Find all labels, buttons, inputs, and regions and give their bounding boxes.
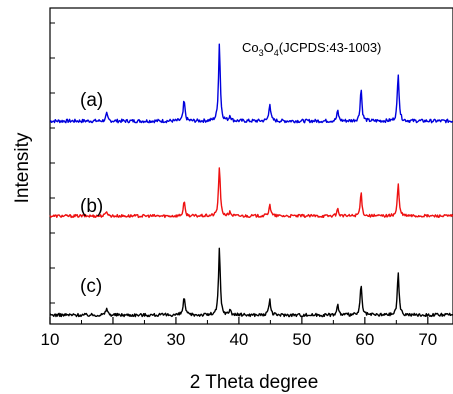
series-line-b xyxy=(49,167,453,219)
series-label-a: (a) xyxy=(80,90,103,111)
plot-frame xyxy=(49,7,453,325)
annotation-ref: (JCPDS:43-1003) xyxy=(279,40,382,55)
annotation-mid: O xyxy=(264,40,274,55)
series-label-b: (b) xyxy=(80,196,103,217)
series-label-c: (c) xyxy=(80,276,102,297)
x-tick-label: 70 xyxy=(418,330,437,349)
x-tick-label: 20 xyxy=(104,330,123,349)
x-tick-label: 30 xyxy=(166,330,185,349)
series-group: (a) (b) (c) xyxy=(49,43,453,318)
phase-annotation: Co3O4(JCPDS:43-1003) xyxy=(242,40,381,58)
series-line-a xyxy=(49,43,453,124)
x-tick-label: 10 xyxy=(41,330,60,349)
x-tick-label: 50 xyxy=(292,330,311,349)
annotation-sub1: 3 xyxy=(259,48,264,58)
series-line-c xyxy=(49,247,453,318)
y-axis-title: Intensity xyxy=(12,132,33,203)
x-tick-label: 60 xyxy=(355,330,374,349)
x-axis-title: 2 Theta degree xyxy=(190,372,319,393)
x-tick-label: 40 xyxy=(229,330,248,349)
annotation-sub2: 4 xyxy=(274,48,279,58)
x-ticks: 10 20 30 40 50 60 70 xyxy=(41,22,437,349)
